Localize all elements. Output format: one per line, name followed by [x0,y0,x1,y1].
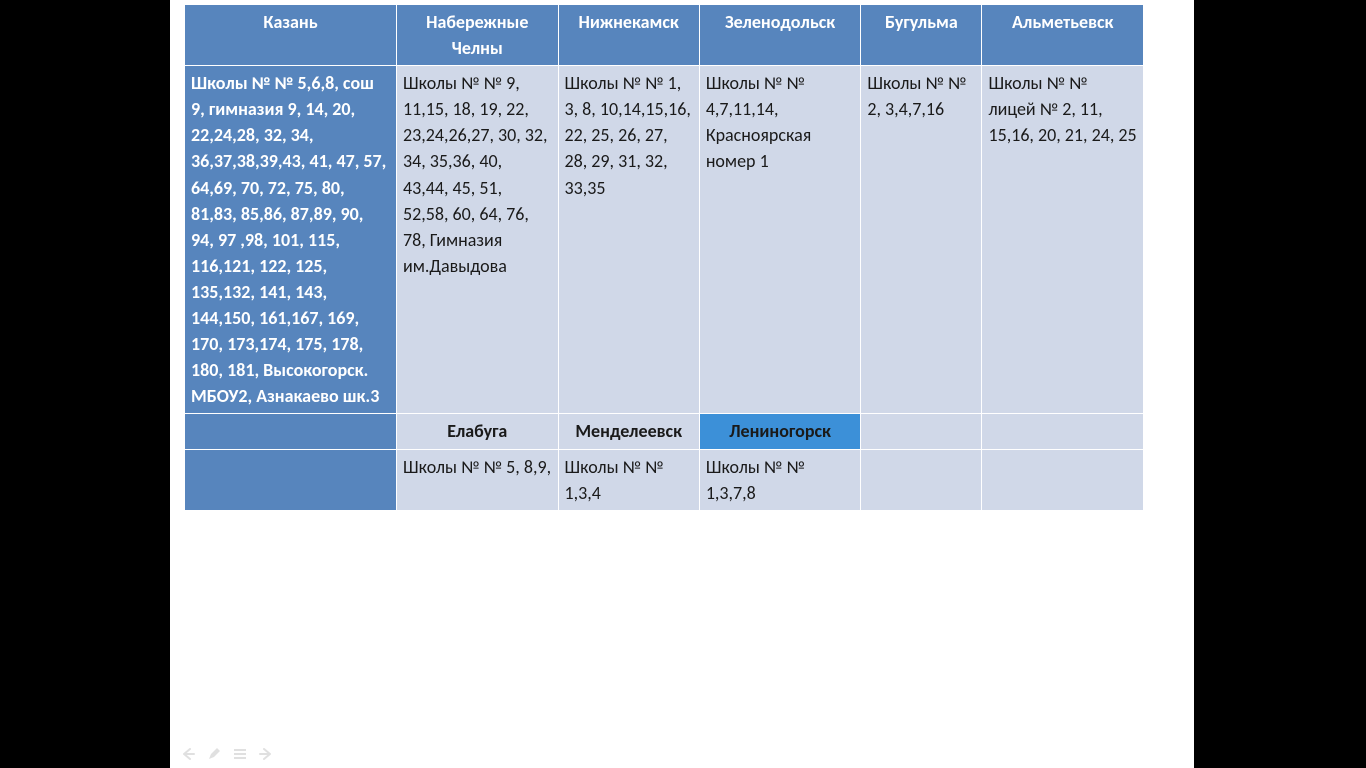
subhdr-leninogorsk: Лениногорск [699,414,861,449]
cell2-blank-4 [861,449,982,510]
slide-content: Казань Набережные Челны Нижнекамск Зелен… [184,4,1144,511]
subhdr-blank-4 [861,414,982,449]
sub-header-row: Елабуга Менделеевск Лениногорск [185,414,1144,449]
subhdr-blank-0 [185,414,397,449]
cell2-leninogorsk: Школы № № 1,3,7,8 [699,449,861,510]
cell-chelny: Школы № № 9, 11,15, 18, 19, 22, 23,24,26… [396,66,558,414]
slide-stage: Казань Набережные Челны Нижнекамск Зелен… [170,0,1194,768]
cell2-mendeleevsk: Школы № № 1,3,4 [558,449,699,510]
header-chelny: Набережные Челны [396,5,558,66]
pen-icon [207,747,221,761]
cell2-blank-5 [982,449,1144,510]
subhdr-elabuga: Елабуга [396,414,558,449]
cell-kazan: Школы № № 5,6,8, сош 9, гимназия 9, 14, … [185,66,397,414]
prev-slide-button[interactable] [180,746,196,762]
header-zelenodolsk: Зеленодольск [699,5,861,66]
cell-bugulma: Школы № № 2, 3,4,7,16 [861,66,982,414]
cell2-elabuga: Школы № № 5, 8,9, [396,449,558,510]
body-row-1: Школы № № 5,6,8, сош 9, гимназия 9, 14, … [185,66,1144,414]
header-almetievsk: Альметьевск [982,5,1144,66]
cell-zelenodolsk: Школы № № 4,7,11,14, Красноярская номер … [699,66,861,414]
header-bugulma: Бугульма [861,5,982,66]
header-row: Казань Набережные Челны Нижнекамск Зелен… [185,5,1144,66]
schools-table: Казань Набережные Челны Нижнекамск Зелен… [184,4,1144,511]
subhdr-blank-5 [982,414,1144,449]
cell-almetievsk: Школы № № лицей № 2, 11, 15,16, 20, 21, … [982,66,1144,414]
menu-button[interactable] [232,746,248,762]
menu-icon [233,747,247,761]
header-kazan: Казань [185,5,397,66]
header-nizhnekamsk: Нижнекамск [558,5,699,66]
body-row-2: Школы № № 5, 8,9, Школы № № 1,3,4 Школы … [185,449,1144,510]
subhdr-mendeleevsk: Менделеевск [558,414,699,449]
arrow-left-icon [181,747,195,761]
next-slide-button[interactable] [258,746,274,762]
cell-nizhnekamsk: Школы № № 1, 3, 8, 10,14,15,16, 22, 25, … [558,66,699,414]
cell2-blank-0 [185,449,397,510]
arrow-right-icon [259,747,273,761]
presentation-toolbar [170,746,274,762]
pen-button[interactable] [206,746,222,762]
